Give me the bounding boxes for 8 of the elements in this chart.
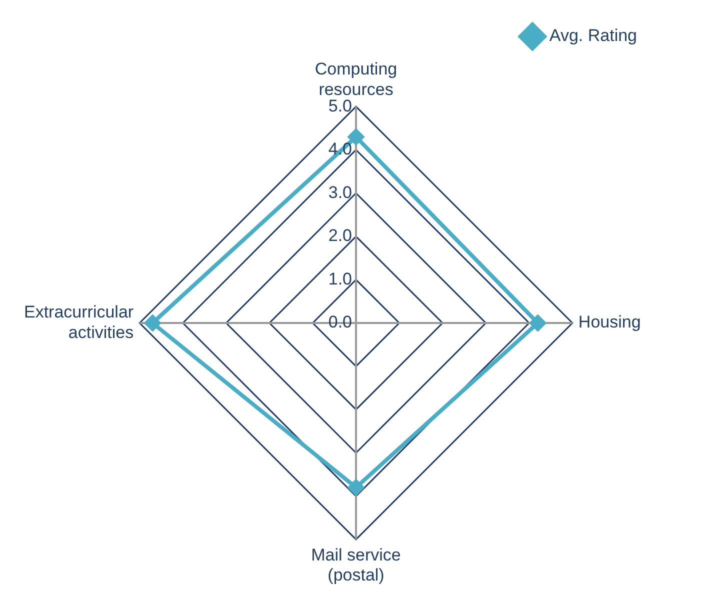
spoke-label: Mail service (postal) <box>311 545 401 585</box>
y-tick-label: 0.0 <box>328 312 352 332</box>
y-tick-label: 3.0 <box>328 182 352 202</box>
legend-label: Avg. Rating <box>549 26 638 46</box>
spoke-label: Housing <box>578 312 641 332</box>
spoke-label: Extracurricular activities <box>24 302 134 342</box>
y-tick-label: 2.0 <box>328 226 352 246</box>
y-tick-label: 1.0 <box>328 269 352 288</box>
